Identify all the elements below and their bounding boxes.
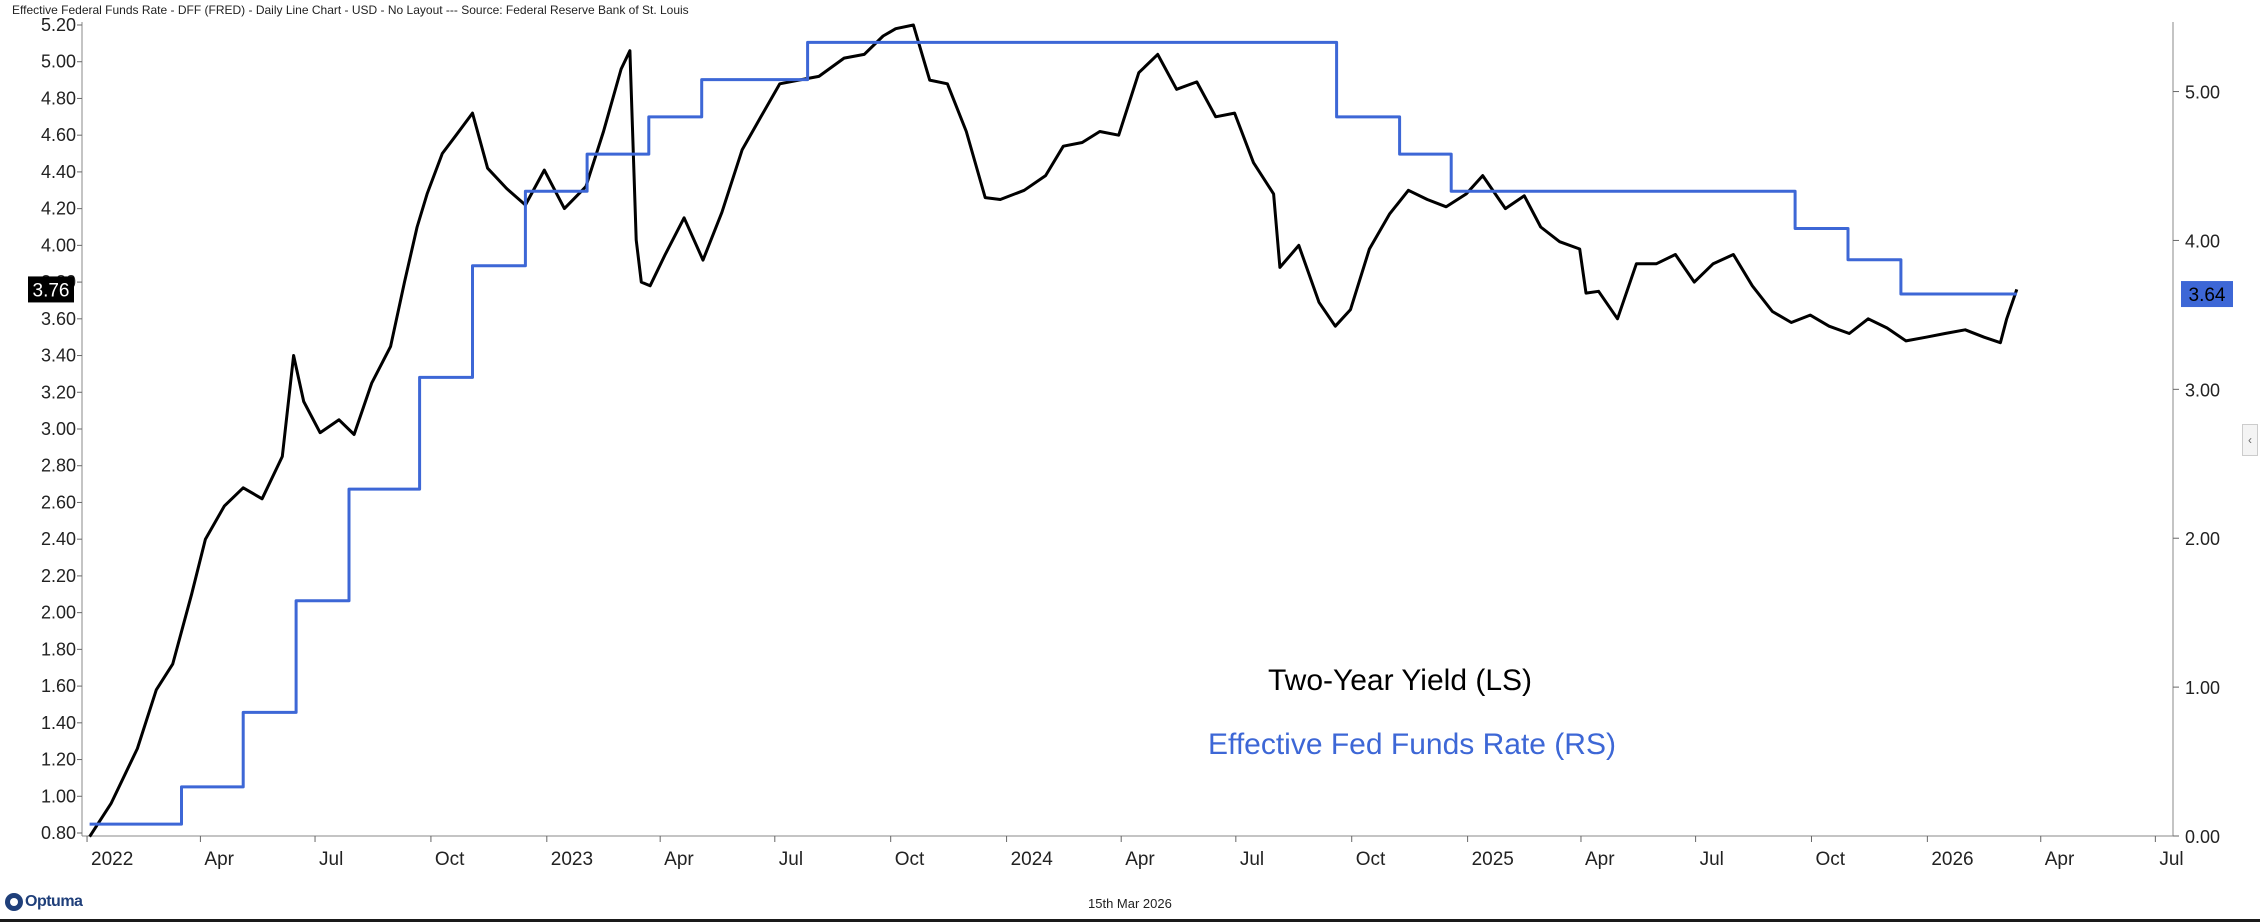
left-tick-label: 3.40 (41, 346, 76, 366)
left-last-value-label: 3.76 (33, 280, 70, 301)
left-tick-label: 1.20 (41, 750, 76, 770)
x-tick-label: Jul (779, 849, 803, 870)
two-year-yield-line (88, 23, 2019, 838)
left-tick-label: 3.20 (41, 382, 76, 402)
left-tick-label: 3.00 (41, 419, 76, 439)
right-last-value-box (2181, 281, 2233, 308)
left-tick-label: 4.00 (41, 235, 76, 255)
x-tick-label: Jul (2159, 849, 2183, 870)
right-last-value-label: 3.64 (2189, 285, 2226, 306)
left-tick-label: 4.20 (41, 199, 76, 219)
two-year-annotation: Two-Year Yield (LS) (1268, 664, 1532, 697)
left-tick-label: 4.60 (41, 125, 76, 145)
series-layer (88, 23, 2019, 838)
x-tick-label: Apr (2045, 849, 2075, 870)
x-tick-label: 2022 (91, 849, 133, 870)
left-tick-label: 2.80 (41, 456, 76, 476)
axes: 0.80 1.00 1.20 1.40 1.60 1.80 2.00 2.20 2.40 2.60… (41, 15, 2220, 870)
x-tick-label: Jul (1700, 849, 1724, 870)
x-tick-label: 2024 (1011, 849, 1054, 870)
left-last-value-box (28, 276, 74, 303)
left-tick-label: 4.40 (41, 162, 76, 182)
left-tick-label: 1.00 (41, 786, 76, 806)
optuma-logo-icon (5, 893, 23, 911)
x-tick-label: Oct (435, 849, 465, 870)
fed-funds-rate-line (89, 40, 2017, 826)
x-tick-label: 2026 (1931, 849, 1973, 870)
left-tick-label: 1.80 (41, 639, 76, 659)
labels: 3.76 3.64 (28, 276, 2233, 308)
x-tick-label: Apr (1585, 849, 1615, 870)
left-tick-label: 5.00 (41, 52, 76, 72)
left-tick-label: 1.40 (41, 713, 76, 733)
chart-title: Effective Federal Funds Rate - DFF (FRED… (12, 3, 689, 17)
left-tick-label: 2.20 (41, 566, 76, 586)
collapse-panel-toggle[interactable]: ‹ (2242, 424, 2258, 456)
x-tick-label: Apr (1125, 849, 1155, 870)
right-tick-label: 5.00 (2185, 83, 2220, 103)
left-tick-label: 2.60 (41, 492, 76, 512)
bottom-border (0, 919, 2260, 922)
x-tick-label: 2025 (1472, 849, 1514, 870)
left-tick-label: 5.20 (41, 15, 76, 35)
x-tick-label: Jul (319, 849, 343, 870)
logo-text: Optuma (25, 893, 83, 910)
right-tick-label: 1.00 (2185, 678, 2220, 698)
left-tick-label: 0.80 (41, 823, 76, 843)
optuma-logo: Optuma (5, 893, 83, 911)
fed-funds-annotation: Effective Fed Funds Rate (RS) (1208, 728, 1616, 761)
footer-date: 15th Mar 2026 (1088, 896, 1172, 911)
left-tick-label: 2.00 (41, 603, 76, 623)
x-tick-label: Oct (1815, 849, 1845, 870)
left-tick-label: 4.80 (41, 88, 76, 108)
x-tick-label: Apr (664, 849, 694, 870)
left-tick-label: 3.60 (41, 309, 76, 329)
x-tick-label: Jul (1240, 849, 1264, 870)
right-tick-label: 4.00 (2185, 231, 2220, 251)
x-tick-label: Oct (1356, 849, 1386, 870)
right-tick-label: 2.00 (2185, 529, 2220, 549)
left-tick-label: 1.60 (41, 676, 76, 696)
right-tick-label: 0.00 (2185, 827, 2220, 847)
left-tick-label: 2.40 (41, 529, 76, 549)
right-tick-label: 3.00 (2185, 380, 2220, 400)
x-tick-label: Apr (204, 849, 234, 870)
x-tick-label: 2023 (551, 849, 593, 870)
x-tick-label: Oct (895, 849, 925, 870)
